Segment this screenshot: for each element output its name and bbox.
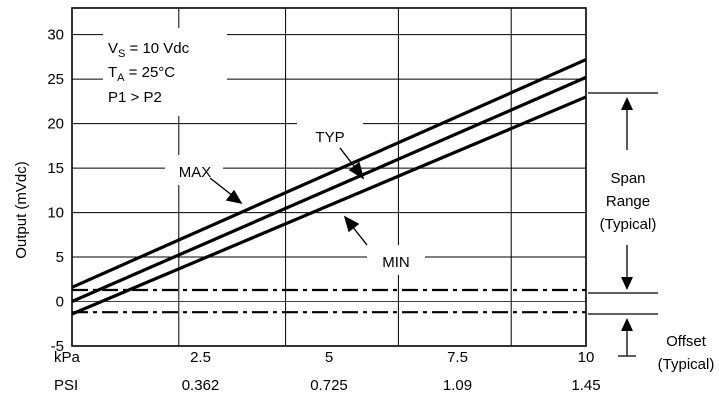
conditions-mask (103, 28, 227, 116)
max-leader (209, 177, 234, 197)
y-tick-label: -5 (51, 338, 64, 355)
y-tick-label: 30 (47, 27, 64, 44)
span-label-2: Range (606, 193, 650, 210)
pressure-condition: P1 > P2 (108, 89, 162, 106)
x-secondary-tick-label: 1.09 (443, 377, 472, 394)
typ-arrowhead (348, 161, 365, 180)
x-tick-label: 5 (325, 349, 333, 366)
series-line-typ (71, 75, 587, 303)
x-tick-label: 7.5 (447, 349, 468, 366)
y-tick-labels: -5 0 5 10 15 20 25 30 (47, 27, 64, 355)
series-label-min: MIN (382, 254, 410, 271)
x-secondary-tick-label: 1.45 (571, 377, 600, 394)
series-label-typ: TYP (315, 129, 344, 146)
y-tick-label: 0 (56, 294, 64, 311)
y-tick-label: 25 (47, 71, 64, 88)
y-tick-label: 10 (47, 205, 64, 222)
offset-annotation: Offset (Typical) (588, 313, 715, 373)
series-lines (71, 58, 587, 316)
min-arrowhead (343, 215, 360, 233)
series-line-min (71, 95, 587, 316)
min-mask (367, 245, 425, 275)
y-tick-label: 5 (56, 249, 64, 266)
x-secondary-label: PSI (54, 377, 78, 394)
y-tick-label: 20 (47, 116, 64, 133)
leader-arrows (209, 147, 368, 246)
conditions: VS = 10 Vdc TA = 25°C P1 > P2 (108, 40, 190, 106)
span-label-3: (Typical) (600, 216, 657, 233)
y-tick-label: 15 (47, 160, 64, 177)
x-tick-labels: 2.5 0.362 5 0.725 7.5 1.09 10 1.45 (182, 349, 601, 394)
series-label-max: MAX (179, 164, 212, 181)
x-secondary-tick-label: 0.362 (182, 377, 220, 394)
supply-voltage: VS = 10 Vdc (108, 40, 190, 60)
x-tick-label: 2.5 (190, 349, 211, 366)
min-leader (351, 225, 368, 246)
label-masks (103, 28, 425, 275)
typ-mask (297, 120, 363, 150)
ambient-temperature: TA = 25°C (108, 64, 175, 84)
series-line-max (71, 58, 587, 289)
span-annotation: Span Range (Typical) (588, 92, 658, 294)
x-secondary-tick-label: 0.725 (310, 377, 348, 394)
x-unit-label: kPa (54, 349, 81, 366)
span-label-1: Span (610, 170, 645, 187)
y-axis-label: Output (mVdc) (13, 161, 30, 259)
offset-label-2: (Typical) (658, 356, 715, 373)
plot-frame (71, 7, 587, 347)
offset-label-1: Offset (666, 333, 707, 350)
max-arrowhead (225, 189, 243, 205)
x-tick-label: 10 (578, 349, 595, 366)
